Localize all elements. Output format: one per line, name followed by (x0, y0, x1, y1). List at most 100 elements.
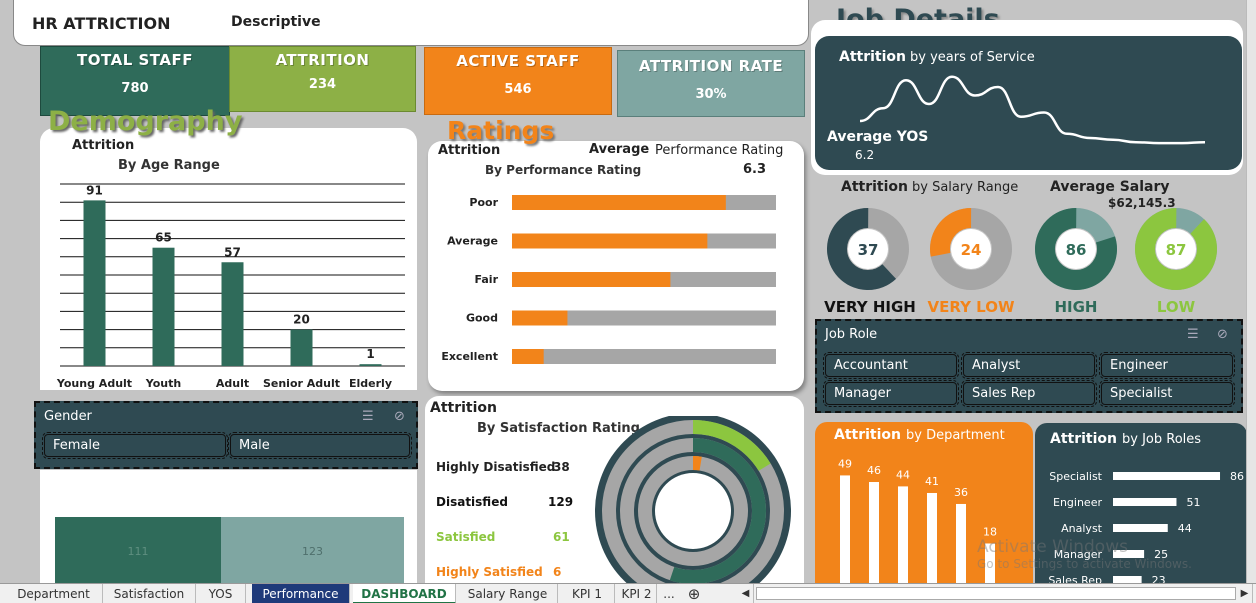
yos-card (815, 36, 1242, 170)
horizontal-scrollbar[interactable] (756, 587, 1236, 600)
department-data-label: 36 (954, 486, 968, 499)
perf-bar-track (512, 310, 776, 326)
jobrole-option-accountant[interactable]: Accountant (823, 352, 959, 379)
vertical-scrollbar[interactable] (1246, 0, 1256, 583)
watermark-line-2: Go to Settings to activate Windows. (977, 557, 1192, 571)
kpi-value: 30% (695, 87, 727, 102)
salary-donut-value: 87 (1166, 241, 1187, 259)
department-data-label: 44 (896, 468, 910, 481)
jobroles-title-2: by Job Roles (1122, 432, 1202, 447)
clear-filter-icon[interactable]: ⊘ (394, 409, 405, 424)
salary-donut-charts: 37 VERY HIGH 24 VERY LOW 86 HIGH 87 LOW (824, 207, 1217, 316)
department-title-2: by Department (906, 428, 1005, 443)
jobrole-bar (1113, 524, 1168, 532)
tab-scroll-right-icon[interactable]: ▶ (1237, 584, 1253, 603)
sheet-tab-kpi-2[interactable]: KPI 2 (617, 584, 657, 603)
satisfaction-item-label: Highly Satisfied (436, 565, 543, 579)
multiselect-icon[interactable]: ☰ (362, 409, 374, 424)
age-data-label: 57 (224, 245, 241, 259)
add-sheet-icon[interactable]: ⊕ (687, 585, 701, 603)
kpi-label: ACTIVE STAFF (456, 52, 580, 70)
gender-option-female[interactable]: Female (42, 432, 228, 459)
kpi-label: TOTAL STAFF (77, 51, 193, 69)
jobrole-option-manager[interactable]: Manager (823, 380, 959, 407)
age-data-label: 91 (86, 183, 103, 197)
watermark-line-1: Activate Windows (977, 537, 1128, 557)
perf-bar (512, 349, 544, 364)
performance-title: Attrition (438, 143, 501, 158)
age-bar-chart: 91 Young Adult 65 Youth 57 Adult 20 Senior Adul… (56, 183, 405, 390)
header-panel: HR ATTRICTION Descriptive (13, 0, 809, 46)
sheet-tab-dashboard[interactable]: DASHBOARD (353, 584, 456, 603)
gender-slicer-title: Gender (44, 409, 92, 424)
satisfaction-item-value: 129 (548, 495, 574, 509)
avg-perf-label-1: Average (589, 142, 650, 157)
section-ratings: Ratings (447, 116, 555, 145)
yos-title-1: Attrition (839, 49, 906, 65)
sat-ring-arc (602, 420, 784, 583)
gender-bar-male: 123 (221, 517, 404, 583)
perf-tick-label: Good (466, 312, 498, 325)
kpi-value: 546 (504, 82, 532, 97)
jobrole-bar (1113, 498, 1177, 506)
department-bar (869, 482, 879, 583)
perf-tick-label: Excellent (441, 350, 498, 363)
jobrole-tick-label: Engineer (1053, 496, 1102, 509)
jobrole-bar (1113, 472, 1221, 480)
perf-bar (512, 195, 726, 210)
jobrole-option-analyst[interactable]: Analyst (961, 352, 1097, 379)
avg-yos-label: Average YOS (827, 129, 929, 145)
age-tick-label: Senior Adult (263, 377, 340, 390)
kpi-value: 234 (308, 77, 337, 92)
sheet-tab-satisfaction[interactable]: Satisfaction (103, 584, 196, 603)
age-data-label: 65 (155, 231, 172, 245)
salary-range-label: HIGH (1054, 298, 1097, 316)
tab-scroll-left-icon[interactable]: ◀ (738, 584, 754, 603)
department-bar (840, 475, 850, 583)
sheet-tab-salary-range[interactable]: Salary Range (458, 584, 558, 603)
sheet-tab-department[interactable]: Department (5, 584, 103, 603)
kpi-total-staff: TOTAL STAFF 780 (40, 46, 230, 116)
sheet-tab-yos[interactable]: YOS (196, 584, 246, 603)
gender-option-male[interactable]: Male (228, 432, 412, 459)
department-data-label: 49 (838, 457, 852, 470)
satisfaction-item-value: 61 (553, 530, 570, 544)
avg-yos-value: 6.2 (855, 148, 875, 162)
multiselect-icon[interactable]: ☰ (1187, 327, 1199, 342)
department-bar-chart: 49 46 44 41 36 18 (838, 457, 997, 583)
kpi-label: ATTRITION RATE (638, 57, 784, 75)
sheet-tab-performance[interactable]: Performance (252, 584, 350, 603)
kpi-attrition-rate: ATTRITION RATE 30% (617, 50, 805, 117)
jobroles-title-1: Attrition (1050, 431, 1117, 447)
sat-ring-arc (620, 438, 766, 583)
sat-center (655, 473, 731, 549)
sheet-tab-kpi-1[interactable]: KPI 1 (560, 584, 615, 603)
jobrole-slicer-title: Job Role (825, 327, 878, 342)
jobrole-tick-label: Manager (1054, 548, 1103, 561)
clear-filter-icon[interactable]: ⊘ (1217, 327, 1228, 342)
sat-ring-arc (638, 456, 748, 566)
age-data-label: 20 (293, 313, 310, 327)
kpi-label: ATTRITION (275, 51, 370, 69)
avg-perf-label-2: Performance Rating (655, 143, 784, 158)
age-tick-label: Young Adult (56, 377, 132, 390)
sheet-tab-more[interactable]: ... (663, 587, 675, 601)
gender-bar-female: 111 (55, 517, 221, 583)
jobrole-option-sales-rep[interactable]: Sales Rep (961, 380, 1097, 407)
jobrole-option-specialist[interactable]: Specialist (1099, 380, 1235, 407)
age-tick-label: Youth (145, 377, 181, 390)
jobrole-slicer: Job Role ☰ ⊘ Accountant Analyst Engineer… (815, 319, 1243, 413)
department-data-label: 41 (925, 475, 939, 488)
jobrole-data-label: 25 (1154, 548, 1168, 561)
performance-bar-chart: Poor Average Fair Good Excellent (441, 195, 776, 364)
avg-salary-value: $62,145.3 (1108, 196, 1176, 210)
department-bar (956, 503, 966, 583)
satisfaction-item-label: Highly Disatisfied (436, 460, 556, 474)
department-data-label: 18 (983, 525, 997, 538)
perf-tick-label: Average (447, 235, 498, 248)
perf-bar (512, 310, 568, 326)
age-tick-label: Adult (216, 377, 249, 390)
jobrole-option-engineer[interactable]: Engineer (1099, 352, 1235, 379)
department-data-label: 46 (867, 464, 881, 477)
salary-donut-value: 24 (961, 241, 982, 259)
